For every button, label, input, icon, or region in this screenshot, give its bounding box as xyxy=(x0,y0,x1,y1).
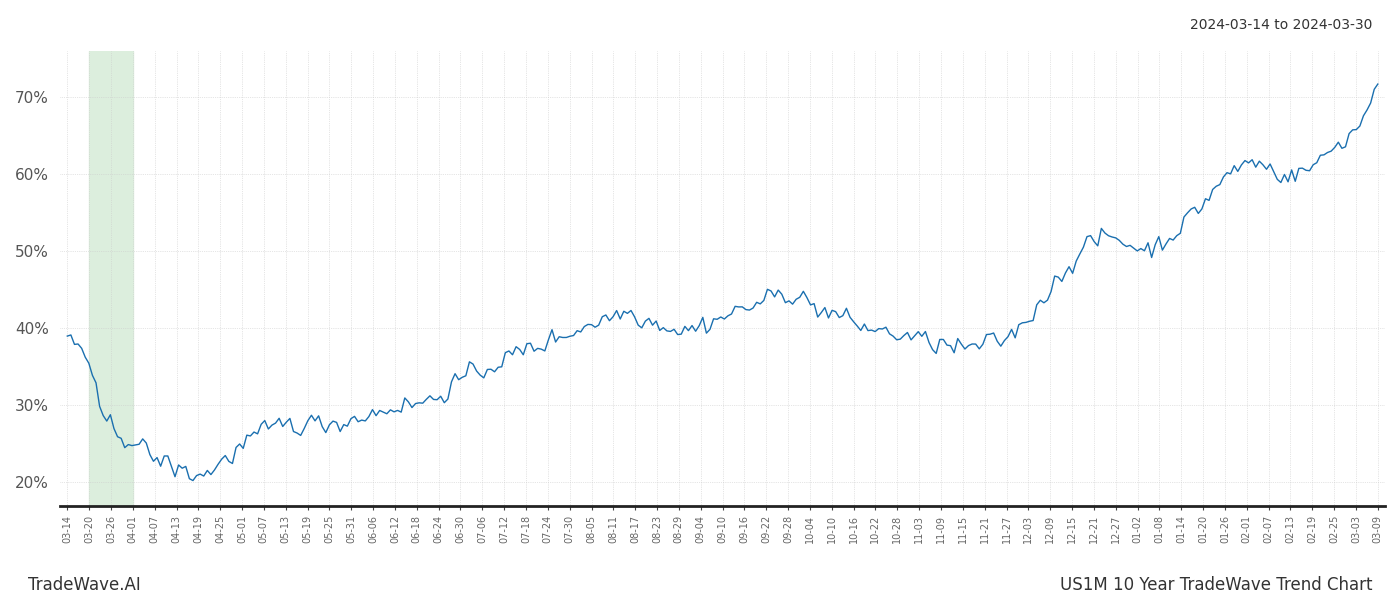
Bar xyxy=(90,51,133,506)
Text: 2024-03-14 to 2024-03-30: 2024-03-14 to 2024-03-30 xyxy=(1190,18,1372,32)
Text: US1M 10 Year TradeWave Trend Chart: US1M 10 Year TradeWave Trend Chart xyxy=(1060,576,1372,594)
Text: TradeWave.AI: TradeWave.AI xyxy=(28,576,141,594)
